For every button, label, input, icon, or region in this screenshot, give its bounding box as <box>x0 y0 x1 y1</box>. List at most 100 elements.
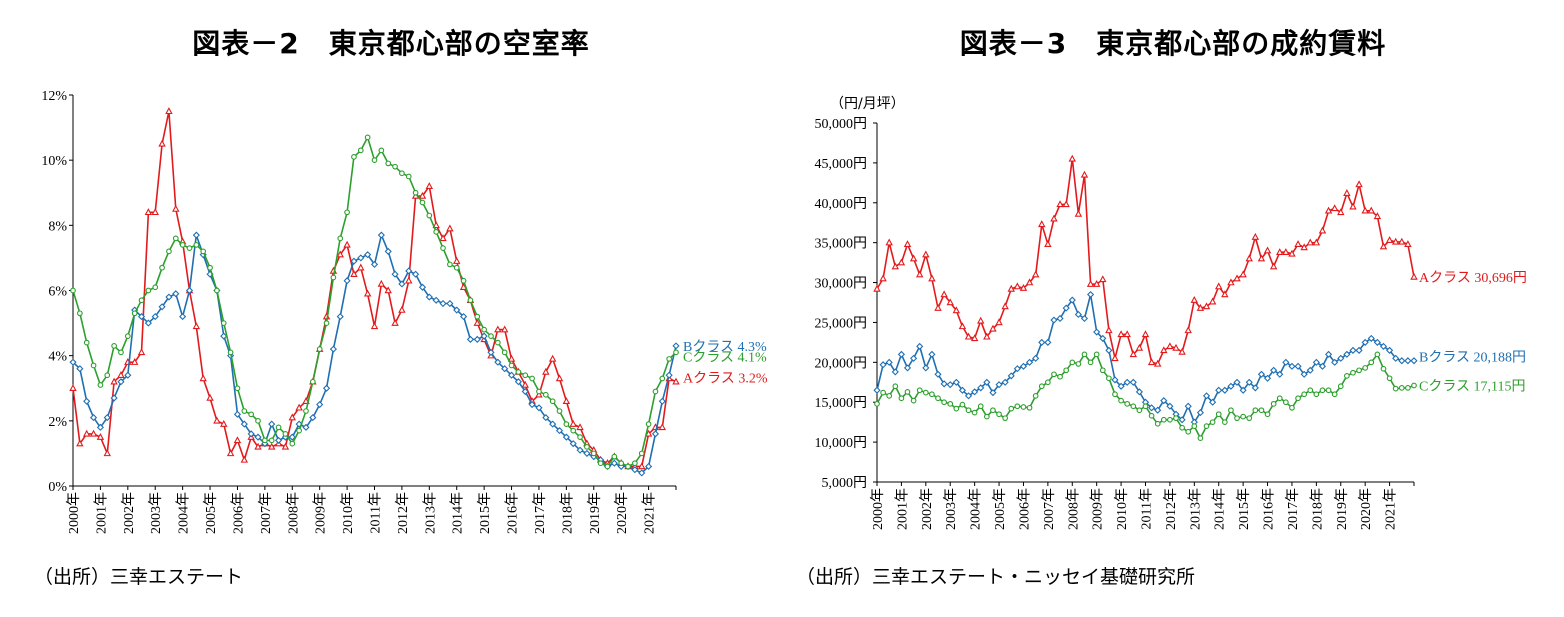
rent-data-point <box>934 370 942 378</box>
rent-data-point <box>1087 359 1094 366</box>
vacancy-data-point <box>439 299 447 308</box>
rent-data-point <box>1246 415 1253 422</box>
vacancy-data-point <box>384 247 392 255</box>
rent-x-tick-label: 2000年 <box>870 488 886 530</box>
rent-data-point <box>1148 404 1156 412</box>
rent-data-point <box>1373 212 1382 220</box>
rent-data-point <box>1361 338 1369 346</box>
rent-data-point <box>1306 366 1314 374</box>
rent-data-point <box>1385 236 1394 244</box>
rent-data-point <box>958 386 967 394</box>
vacancy-data-point <box>542 391 549 398</box>
rent-data-point <box>922 364 930 372</box>
rent-data-point <box>1221 419 1228 426</box>
rent-data-point <box>891 368 899 376</box>
rent-data-point <box>947 400 954 407</box>
rent-data-point <box>1160 397 1168 405</box>
vacancy-y-tick-label: 2% <box>48 415 67 430</box>
vacancy-data-point <box>481 326 487 333</box>
vacancy-data-point <box>336 312 344 321</box>
rent-data-point <box>1240 413 1246 420</box>
vacancy-data-point <box>82 429 91 437</box>
vacancy-x-tick-label: 2009年 <box>313 492 329 534</box>
rent-data-point <box>1386 375 1393 382</box>
vacancy-data-point <box>130 358 139 365</box>
vacancy-x-tick-label: 2004年 <box>176 492 192 534</box>
rent-data-point <box>1367 206 1376 214</box>
rent-data-point <box>1031 270 1040 278</box>
vacancy-data-point <box>385 160 392 167</box>
rent-data-point <box>1257 254 1266 262</box>
vacancy-data-point <box>378 147 385 154</box>
vacancy-data-point <box>111 343 117 349</box>
vacancy-data-point <box>357 147 364 154</box>
rent-data-point <box>929 391 935 398</box>
rent-data-point <box>892 383 899 390</box>
rent-data-point <box>1392 385 1399 392</box>
vacancy-data-point <box>233 410 242 418</box>
vacancy-data-point <box>83 339 90 346</box>
vacancy-data-point <box>151 312 159 321</box>
vacancy-data-point <box>500 325 509 333</box>
vacancy-data-point <box>76 439 84 447</box>
vacancy-data-point <box>405 173 412 180</box>
vacancy-data-point <box>638 450 645 457</box>
rent-data-point <box>1173 415 1179 422</box>
vacancy-data-point <box>200 248 207 255</box>
rent-data-point <box>989 324 997 332</box>
rent-data-point <box>1112 391 1118 398</box>
rent-data-point <box>934 303 942 311</box>
vacancy-data-point <box>172 290 180 298</box>
vacancy-data-point <box>433 229 440 235</box>
vacancy-data-point <box>576 423 584 431</box>
vacancy-data-point <box>439 234 447 242</box>
vacancy-data-point <box>185 286 194 295</box>
rent-data-point <box>916 387 923 394</box>
vacancy-data-point <box>590 450 597 457</box>
rent-data-point <box>1147 358 1156 366</box>
rent-data-point <box>1099 275 1107 283</box>
vacancy-data-point <box>343 277 351 285</box>
vacancy-chart-title: 図表－2 東京都心部の空室率 <box>192 27 590 60</box>
rent-data-point <box>1026 404 1033 411</box>
rent-data-point <box>928 350 936 358</box>
rent-data-point <box>1191 423 1198 430</box>
rent-data-point <box>1080 314 1089 323</box>
vacancy-x-tick-label: 2014年 <box>450 492 466 534</box>
rent-data-point <box>1367 334 1375 342</box>
rent-x-tick-label: 2003年 <box>943 488 959 530</box>
rent-data-point <box>1405 385 1411 391</box>
rent-data-point <box>1025 278 1034 286</box>
rent-data-point <box>1045 379 1051 386</box>
vacancy-data-point <box>391 318 399 326</box>
vacancy-data-point <box>507 354 516 362</box>
rent-data-point <box>965 407 972 414</box>
vacancy-data-point <box>419 199 426 206</box>
rent-x-tick-label: 2019年 <box>1334 488 1350 530</box>
rent-data-point <box>1135 388 1143 396</box>
rent-x-tick-label: 2015年 <box>1236 488 1252 530</box>
rent-data-point <box>1196 409 1204 417</box>
rent-data-point <box>1404 357 1412 365</box>
vacancy-data-point <box>227 349 234 356</box>
vacancy-data-point <box>69 384 77 392</box>
vacancy-data-point <box>405 267 413 275</box>
rent-data-point <box>1300 370 1308 378</box>
rent-data-point <box>1057 373 1063 380</box>
vacancy-x-tick-label: 2017年 <box>532 492 548 534</box>
vacancy-data-point <box>144 319 152 327</box>
rent-data-point <box>1398 357 1406 365</box>
vacancy-data-point <box>473 335 481 343</box>
vacancy-x-tick-label: 2003年 <box>148 492 164 534</box>
vacancy-data-point <box>542 413 550 422</box>
vacancy-data-point <box>487 348 495 356</box>
vacancy-data-point <box>267 442 276 450</box>
vacancy-data-point <box>336 250 344 258</box>
rent-data-point <box>1331 391 1338 398</box>
vacancy-y-tick-label: 4% <box>48 350 67 365</box>
vacancy-data-point <box>494 325 502 333</box>
rent-data-point <box>1404 240 1412 248</box>
rent-data-point <box>1123 378 1131 386</box>
vacancy-data-point <box>562 433 570 441</box>
vacancy-data-point <box>316 400 324 409</box>
